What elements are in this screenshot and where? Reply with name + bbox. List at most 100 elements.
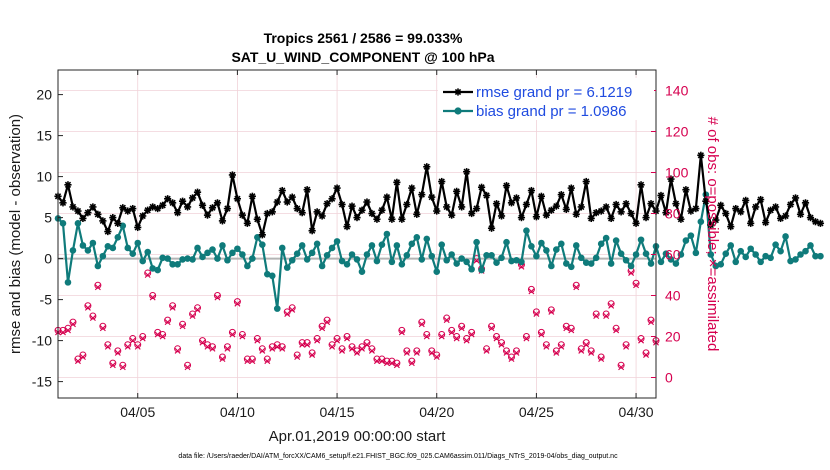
rmse-point [188, 194, 197, 202]
obs-assimilated-stroke [109, 362, 116, 369]
obs-possible-point [468, 328, 476, 336]
rmse-point [737, 208, 745, 216]
bias-point [264, 270, 271, 278]
rmse-point [228, 171, 237, 179]
rmse-point [99, 217, 107, 225]
star-stroke [393, 179, 401, 186]
obs-assimilated-point [453, 335, 460, 342]
rmse-point [473, 204, 481, 213]
obs-possible-point [403, 347, 411, 355]
obs-assimilated-stroke [358, 345, 365, 352]
obs-assimilated-point [548, 308, 555, 315]
bias-point [114, 233, 122, 241]
star-stroke [304, 186, 311, 193]
rmse-point [582, 177, 590, 186]
rmse-point [74, 207, 82, 215]
obs-possible-point [418, 318, 426, 326]
bias-point [587, 260, 595, 267]
star-stroke [607, 215, 615, 222]
right-tick-label: 100 [665, 165, 689, 181]
obs-possible-point [159, 330, 167, 338]
legend-rmse-marker [454, 88, 462, 96]
rmse-point [801, 199, 810, 207]
obs-assimilated-stroke [493, 335, 500, 342]
obs-assimilated-stroke [214, 294, 221, 301]
obs-assimilated-stroke [538, 331, 545, 338]
bias-point [69, 247, 77, 254]
star-stroke [473, 205, 480, 212]
rmse-point [697, 151, 705, 159]
star-stroke [74, 207, 82, 215]
star-stroke [702, 198, 709, 205]
rmse-point [248, 192, 256, 200]
y-tick-label: -5 [40, 292, 53, 308]
rmse-point [602, 203, 610, 211]
obs-assimilated-point [309, 351, 316, 358]
obs-assimilated-stroke [339, 347, 346, 354]
star-stroke [578, 203, 585, 211]
obs-assimilated-point [483, 347, 490, 354]
obs-assimilated-stroke [274, 343, 281, 350]
rmse-point [517, 214, 526, 222]
rmse-point [129, 204, 137, 213]
bias-point [418, 256, 426, 263]
obs-assimilated-stroke [169, 304, 176, 311]
bias-point [373, 257, 381, 265]
star-stroke [757, 196, 764, 203]
rmse-point [542, 211, 550, 219]
bias-point [572, 242, 580, 249]
legend-rmse-star [454, 88, 462, 96]
y-tick-label: -15 [32, 374, 52, 390]
bias-point [209, 246, 216, 253]
star-stroke [89, 203, 97, 211]
obs-assimilated-stroke [513, 349, 520, 356]
obs-possible-point [572, 281, 580, 289]
obs-assimilated-point [368, 347, 375, 354]
obs-assimilated-stroke [633, 282, 640, 289]
bias-point [99, 252, 107, 260]
star-stroke [79, 215, 87, 222]
y-tick-label: 10 [36, 169, 52, 185]
star-stroke [368, 210, 376, 217]
rmse-point [164, 195, 172, 203]
rmse-point [707, 221, 715, 229]
rmse-point [727, 223, 735, 231]
star-stroke [712, 216, 719, 224]
obs-assimilated-point [269, 345, 276, 352]
rmse-point [742, 196, 750, 204]
obs-possible-point [398, 326, 406, 334]
bias-point [338, 257, 346, 265]
obs-possible-point [338, 345, 346, 353]
star-stroke [797, 211, 804, 218]
obs-assimilated-point [398, 329, 405, 336]
obs-assimilated-point [249, 358, 256, 365]
bias-point [458, 255, 465, 262]
obs-assimilated-stroke [533, 310, 540, 317]
right-tick-label: 140 [665, 83, 689, 99]
rmse-point [477, 183, 486, 191]
star-stroke [672, 200, 680, 207]
obs-possible-point [512, 347, 520, 355]
obs-assimilated-point [518, 263, 525, 270]
obs-assimilated-point [463, 337, 470, 344]
star-stroke [219, 217, 226, 225]
bias-point [189, 256, 196, 263]
rmse-point [79, 214, 87, 223]
star-stroke [254, 216, 261, 223]
legend-bias-label: bias grand pr = 1.0986 [476, 103, 627, 120]
bias-point [647, 260, 655, 267]
rmse-point [796, 210, 805, 218]
rmse-point [647, 200, 655, 208]
rmse-point [278, 186, 286, 195]
bias-point [757, 258, 764, 266]
star-stroke [114, 220, 121, 227]
obs-assimilated-point [344, 335, 351, 342]
y-tick-label: 15 [36, 128, 52, 144]
obs-possible-point [79, 351, 87, 359]
obs-assimilated-point [578, 347, 585, 354]
obs-assimilated-point [114, 349, 121, 356]
star-stroke [732, 205, 739, 212]
obs-possible-point [64, 324, 72, 332]
bias-point [582, 259, 590, 267]
star-stroke [428, 193, 435, 201]
